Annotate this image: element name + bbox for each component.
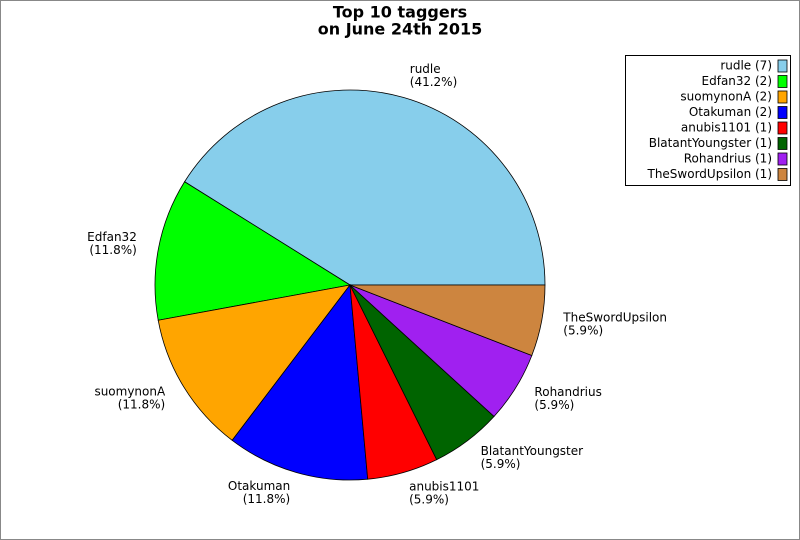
slice-value-label: (11.8%): [243, 492, 290, 506]
pie-slice: [157, 284, 351, 441]
slice-value-label: (5.9%): [409, 492, 449, 506]
legend-label: Edfan32 (2): [702, 74, 772, 88]
legend-swatch: [777, 168, 788, 181]
legend-swatch: [777, 152, 788, 166]
slice-value-label: (5.9%): [481, 457, 521, 471]
legend-box: [625, 55, 791, 186]
legend-swatch: [777, 75, 788, 88]
slice-label: TheSwordUpsilon: [562, 310, 667, 324]
legend-label: Rohandrius (1): [684, 152, 772, 166]
legend-swatch: [777, 59, 788, 73]
legend-label: BlatantYoungster (1): [649, 136, 772, 150]
slice-value-label: (11.8%): [118, 397, 165, 411]
slice-value-label: (5.9%): [563, 323, 603, 337]
slice-value-label: (41.2%): [410, 75, 457, 89]
slice-label: rudle: [410, 62, 441, 76]
legend-swatch: [777, 121, 788, 135]
legend-swatch: [777, 90, 788, 104]
pie-slice: [349, 284, 546, 357]
pie-slice: [184, 89, 546, 286]
slice-value-label: (11.8%): [89, 243, 136, 257]
slice-value-label: (5.9%): [534, 398, 574, 412]
pie-slice: [154, 181, 352, 321]
legend-swatch: [777, 137, 788, 150]
pie-slice: [231, 283, 369, 481]
slice-label: Otakuman: [228, 479, 290, 493]
slice-label: Edfan32: [87, 230, 137, 244]
legend-label: suomynonA (2): [680, 90, 772, 104]
chart-title: Top 10 taggers: [333, 3, 467, 22]
legend-label: TheSwordUpsilon (1): [646, 167, 772, 181]
slice-label: suomynonA: [94, 384, 166, 398]
slice-label: BlatantYoungster: [481, 444, 584, 458]
legend-swatch: [777, 106, 788, 119]
legend-label: rudle (7): [720, 59, 772, 73]
chart-subtitle: on June 24th 2015: [318, 20, 483, 39]
legend-label: anubis1101 (1): [681, 121, 772, 135]
slice-label: Rohandrius: [534, 385, 601, 399]
slice-label: anubis1101: [409, 479, 479, 493]
legend-label: Otakuman (2): [689, 105, 772, 119]
